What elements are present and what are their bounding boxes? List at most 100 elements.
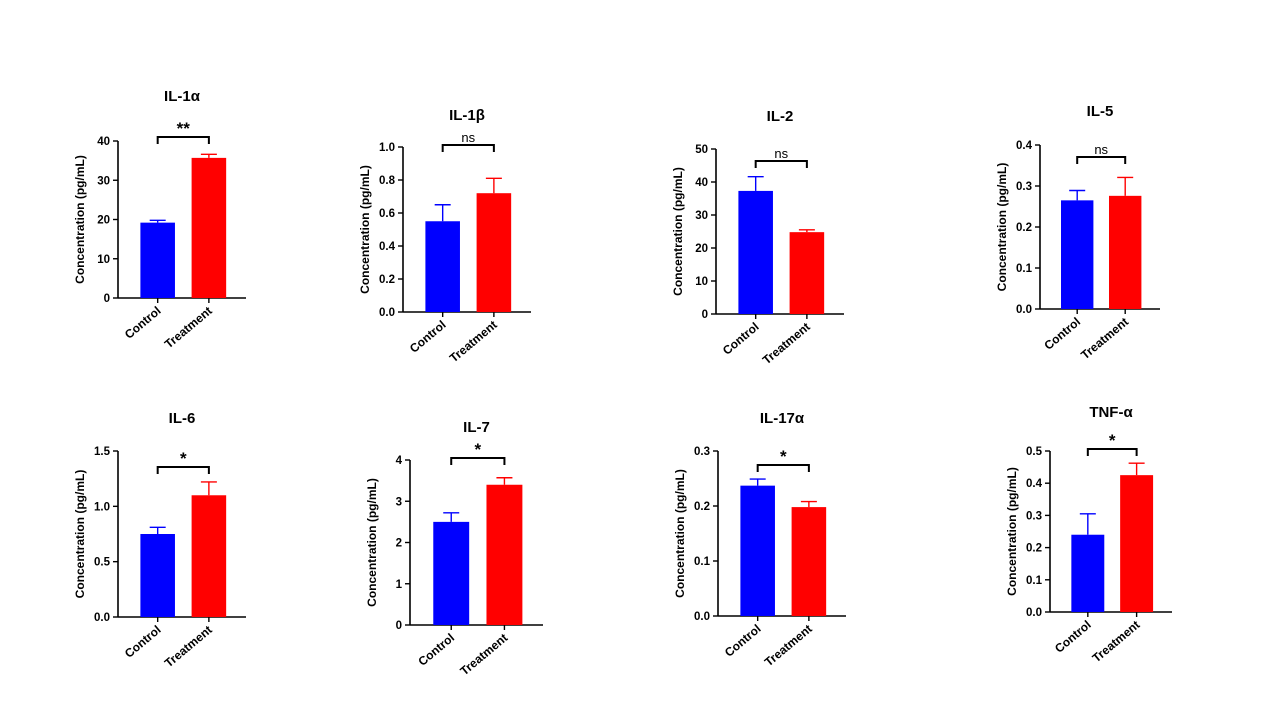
chart-panel-2: IL-1β Concentration (pg/mL) 0.0 0.2 0.4 0.6 0.… — [358, 107, 531, 365]
bar-treatment — [791, 507, 827, 616]
bar-treatment — [476, 193, 512, 312]
bar-control — [1071, 534, 1105, 612]
significance-label: ns — [1094, 142, 1108, 157]
chart-panel-8: TNF-α Concentration (pg/mL) 0.0 0.1 0.2 0.3 0.… — [1005, 404, 1172, 665]
y-axis-label: Concentration (pg/mL) — [365, 478, 379, 607]
y-tick-label: 0.4 — [379, 241, 396, 253]
significance-label: * — [180, 449, 187, 468]
y-tick-label: 10 — [97, 254, 110, 266]
y-axis-label: Concentration (pg/mL) — [995, 163, 1009, 292]
y-axis-label: Concentration (pg/mL) — [1005, 467, 1019, 596]
y-tick-label: 30 — [97, 175, 110, 187]
bar-treatment — [789, 232, 825, 314]
y-tick-label: 2 — [396, 538, 402, 550]
x-tick-label: Control — [1041, 315, 1083, 353]
x-tick-label: Treatment — [457, 631, 510, 679]
y-tick-label: 0 — [104, 293, 110, 305]
chart-title: IL-2 — [767, 108, 794, 125]
chart-title: IL-1α — [164, 88, 201, 105]
significance-bracket — [754, 160, 808, 168]
significance-bracket — [441, 144, 495, 152]
bar-control — [433, 521, 470, 625]
y-tick-label: 0.4 — [1016, 140, 1033, 152]
chart-title: IL-6 — [169, 410, 196, 427]
y-tick-label: 30 — [695, 210, 708, 222]
x-tick-label: Control — [722, 622, 764, 660]
bar-control — [425, 221, 460, 312]
y-tick-label: 0.2 — [1016, 222, 1032, 234]
y-tick-label: 0 — [396, 620, 402, 632]
chart-title: IL-7 — [463, 419, 490, 436]
y-tick-label: 0.8 — [379, 175, 396, 187]
chart-title: IL-5 — [1087, 103, 1114, 120]
bar-control — [140, 534, 175, 617]
y-tick-label: 0.0 — [379, 307, 395, 319]
y-tick-label: 40 — [97, 136, 110, 148]
y-axis-label: Concentration (pg/mL) — [73, 470, 87, 599]
x-tick-label: Treatment — [762, 622, 815, 670]
y-tick-label: 0.4 — [1026, 478, 1043, 490]
y-tick-label: 0.1 — [1026, 575, 1043, 587]
x-tick-label: Control — [122, 304, 164, 342]
y-axis-label: Concentration (pg/mL) — [671, 167, 685, 296]
y-tick-label: 0.2 — [379, 274, 395, 286]
y-tick-label: 1.0 — [94, 501, 110, 513]
y-tick-label: 0.3 — [694, 446, 710, 458]
significance-bracket — [156, 136, 210, 144]
y-axis-label: Concentration (pg/mL) — [673, 469, 687, 598]
x-tick-label: Control — [720, 320, 762, 358]
x-tick-label: Control — [1052, 618, 1094, 656]
chart-panel-1: IL-1α Concentration (pg/mL) 0 10 20 30 40 Contr… — [73, 88, 246, 351]
y-tick-label: 50 — [695, 144, 708, 156]
significance-label: ** — [177, 119, 191, 138]
x-tick-label: Treatment — [1078, 315, 1131, 363]
y-tick-label: 20 — [97, 215, 110, 227]
chart-title: IL-1β — [449, 107, 485, 124]
significance-bracket — [1076, 156, 1127, 164]
bar-treatment — [191, 157, 227, 298]
bar-control — [738, 190, 773, 314]
bar-control — [1061, 200, 1094, 309]
y-tick-label: 0.0 — [1026, 607, 1042, 619]
significance-bracket — [450, 457, 506, 465]
y-tick-label: 0.3 — [1026, 510, 1042, 522]
y-tick-label: 1.5 — [94, 446, 111, 458]
chart-panel-4: IL-5 Concentration (pg/mL) 0.0 0.1 0.2 0.3 0.4… — [995, 103, 1160, 362]
y-tick-label: 1 — [396, 579, 403, 591]
x-tick-label: Treatment — [162, 623, 215, 671]
x-tick-label: Control — [122, 623, 164, 661]
y-tick-label: 0.5 — [1026, 446, 1043, 458]
y-tick-label: 0.1 — [694, 556, 711, 568]
x-tick-label: Treatment — [1090, 618, 1143, 666]
significance-label: ns — [774, 146, 788, 161]
y-tick-label: 0.3 — [1016, 181, 1032, 193]
significance-bracket — [156, 466, 210, 474]
chart-panel-7: IL-17α Concentration (pg/mL) 0.0 0.1 0.2 0.3 C… — [673, 410, 846, 669]
significance-bracket — [1086, 448, 1138, 456]
chart-panel-3: IL-2 Concentration (pg/mL) 0 10 20 30 40 50 Cont… — [671, 108, 844, 367]
chart-panel-6: IL-7 Concentration (pg/mL) 0 1 2 3 4 Control Tre… — [365, 419, 543, 678]
x-tick-label: Treatment — [447, 318, 500, 366]
y-tick-label: 0.1 — [1016, 263, 1033, 275]
significance-label: ns — [461, 130, 475, 145]
bar-treatment — [191, 495, 227, 617]
y-axis-label: Concentration (pg/mL) — [358, 165, 372, 294]
bar-treatment — [486, 484, 523, 625]
y-tick-label: 0.2 — [694, 501, 710, 513]
bar-control — [140, 222, 175, 298]
y-tick-label: 0.0 — [1016, 304, 1032, 316]
chart-title: TNF-α — [1089, 404, 1133, 421]
y-tick-label: 10 — [695, 276, 708, 288]
bar-control — [740, 485, 775, 616]
bar-treatment — [1120, 475, 1154, 612]
y-tick-label: 40 — [695, 177, 708, 189]
x-tick-label: Control — [415, 631, 457, 669]
y-tick-label: 0.5 — [94, 557, 111, 569]
significance-label: * — [475, 440, 482, 459]
y-axis-label: Concentration (pg/mL) — [73, 155, 87, 284]
bar-treatment — [1109, 195, 1142, 309]
x-tick-label: Treatment — [760, 320, 813, 368]
y-tick-label: 0.2 — [1026, 543, 1042, 555]
y-tick-label: 1.0 — [379, 142, 395, 154]
